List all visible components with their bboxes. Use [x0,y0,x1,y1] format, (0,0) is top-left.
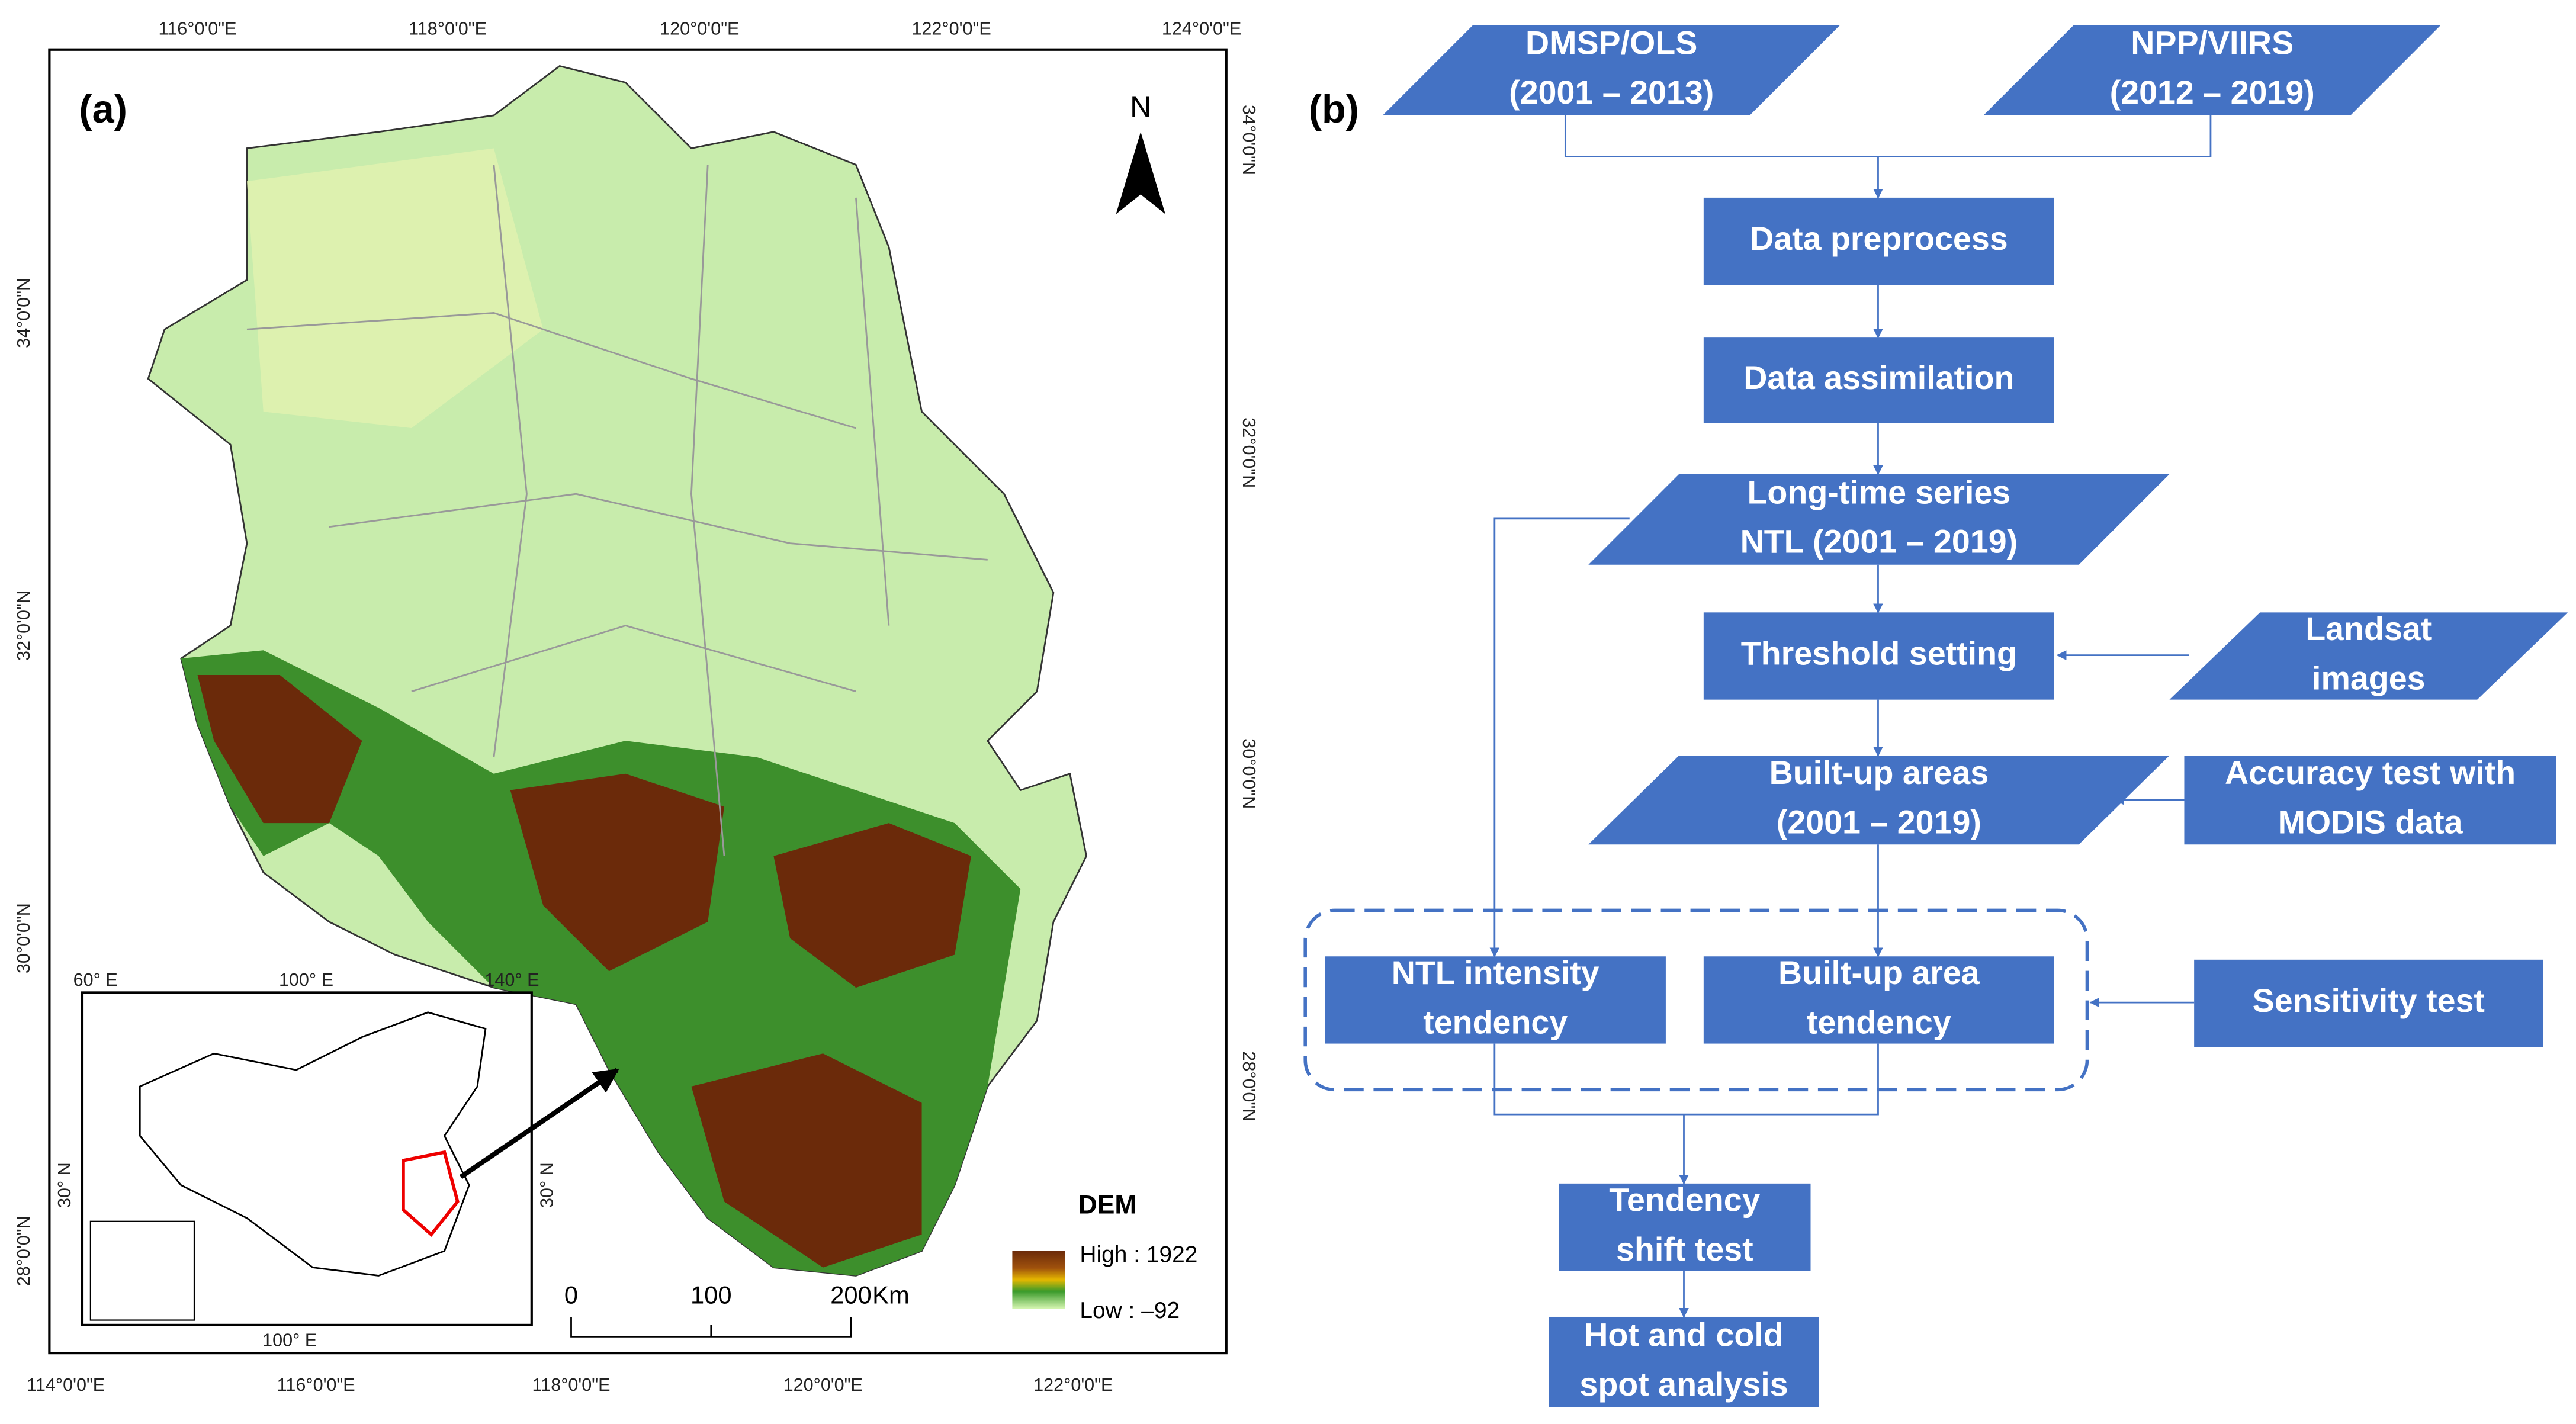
flow-node [2169,612,2568,700]
flow-node [2194,959,2543,1047]
flow-node-label: tendency [1807,1004,1951,1040]
inset-label: 140° E [484,970,539,990]
lat-label: 32°0'0"N [14,590,34,661]
lowland [246,148,544,429]
panel-label: (b) [1309,88,1359,131]
lat-label: 28°0'0"N [14,1216,34,1286]
flow-node-label: (2001 – 2013) [1509,74,1714,111]
boundaries [246,165,988,856]
flow-node [1559,1183,1811,1271]
group-box [1303,908,2089,1092]
panel-label: (a) [79,88,127,131]
edge [1493,1043,1879,1184]
lon-label: 116°0'0"E [159,18,237,38]
lat-label: 34°0'0"N [14,278,34,348]
dem-legend-swatch [1012,1251,1065,1309]
flow-node-label: shift test [1616,1231,1753,1268]
flowchart-panel: (b) [1303,88,2212,1318]
flow-node [2184,756,2556,845]
flow-node-label: DMSP/OLS [1525,24,1697,61]
flow-node [1382,25,1841,115]
inset-label: 100° E [262,1330,317,1351]
scale-label: 100 [690,1281,732,1309]
flow-node-label: spot analysis [1579,1366,1788,1403]
edge [1489,517,1630,957]
edge [1564,115,2212,198]
mountains [197,674,971,1268]
lon-label: 116°0'0"E [277,1375,355,1395]
flow-node [1983,25,2442,115]
flow-node-label: Hot and cold [1584,1316,1784,1353]
flow-node-label: Built-up areas [1769,754,1989,791]
scale-label: 0 [564,1281,578,1309]
lon-label: 118°0'0"E [409,18,487,38]
lon-label: 124°0'0"E [1162,18,1241,38]
flow-node [1703,337,2054,423]
flow-node-label: MODIS data [2278,804,2463,841]
flow-node-label: Threshold setting [1741,635,2017,672]
lon-label: 118°0'0"E [532,1375,610,1395]
flow-node-label: tendency [1423,1004,1568,1040]
lon-label: 122°0'0"E [1033,1375,1113,1395]
lon-label: 122°0'0"E [911,18,991,38]
flow-node-label: NTL (2001 – 2019) [1740,523,2018,560]
lat-label: 30°0'0"N [1239,738,1259,809]
inset-arrow [459,1068,619,1179]
legend-title: DEM [1078,1191,1137,1220]
lon-label: 120°0'0"E [660,18,739,38]
lat-label: 28°0'0"N [1239,1051,1259,1121]
lon-label: 120°0'0"E [783,1375,863,1395]
flow-node [1325,956,1666,1044]
flow-node [1549,1316,1819,1407]
flow-node-label: NTL intensity [1392,954,1599,991]
inset-label: 60° E [73,970,118,990]
flow-node-label: Data assimilation [1743,359,2014,396]
inset-label: 30° N [537,1162,557,1208]
flow-node-label: NPP/VIIRS [2131,24,2294,61]
scale-unit: Km [872,1281,910,1309]
inset-label: 30° N [54,1162,75,1208]
lon-label: 114°0'0"E [27,1375,105,1395]
flow-node-label: Sensitivity test [2253,982,2485,1019]
legend-low: Low : –92 [1080,1298,1180,1323]
flow-node-label: Built-up area [1778,954,1980,991]
flow-node-label: images [2312,660,2426,696]
map-panel: (a) N DEM High : 1922 Low : –92 [48,48,1228,1355]
inset-south-sea [89,1220,195,1321]
flow-node-label: Accuracy test with [2225,754,2516,791]
flow-node-label: (2001 – 2019) [1777,804,1981,841]
scale-bar [570,1316,852,1338]
inset-china [139,1011,487,1277]
scale-label: 200 [830,1281,872,1309]
legend-high: High : 1922 [1080,1242,1197,1267]
flow-node-label: Tendency [1609,1181,1760,1218]
flow-node [1703,612,2054,700]
inset-label: 100° E [279,970,333,990]
lat-label: 34°0'0"N [1239,105,1259,175]
lat-label: 30°0'0"N [14,903,34,973]
flow-node-label: (2012 – 2019) [2110,74,2315,111]
flow-node [1588,474,2170,565]
flow-node-label: Data preprocess [1750,220,2008,257]
north-label: N [1130,90,1151,123]
flow-node [1703,197,2054,285]
lat-label: 32°0'0"N [1239,417,1259,488]
flow-node-label: Long-time series [1747,474,2010,510]
flow-node [1588,756,2170,845]
north-arrow [1116,131,1165,214]
inset-study-area [402,1150,460,1237]
flow-node-label: Landsat [2305,610,2432,647]
flow-node [1703,956,2054,1044]
